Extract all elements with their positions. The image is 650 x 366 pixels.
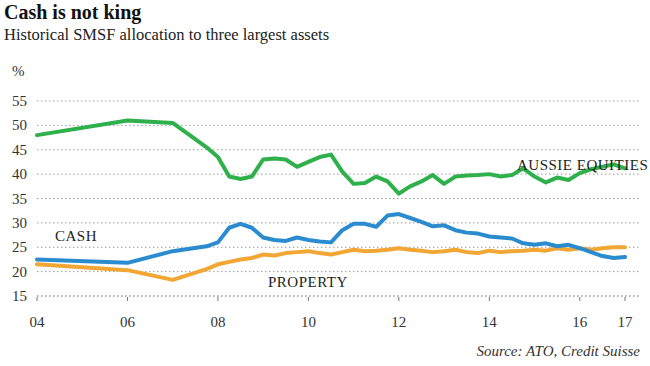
x-tick [127, 297, 128, 301]
series-label: AUSSIE EQUITIES [517, 157, 648, 173]
y-tick-label: 20 [12, 264, 27, 280]
grid-line [37, 222, 640, 223]
x-tick [489, 297, 490, 301]
x-tick-label: 17 [618, 314, 634, 330]
series-label: PROPERTY [268, 274, 348, 290]
y-tick-label: 45 [12, 142, 27, 158]
y-tick-label: 50 [12, 117, 27, 133]
source: Source: ATO, Credit Suisse [476, 343, 640, 359]
title: Cash is not king [4, 1, 141, 24]
x-tick [37, 297, 38, 301]
x-tick-label: 08 [210, 314, 225, 330]
y-tick-label: 55 [12, 93, 27, 109]
x-tick [625, 297, 626, 301]
grid-line [37, 247, 640, 248]
subtitle: Historical SMSF allocation to three larg… [4, 25, 329, 44]
chart: Cash is not kingHistorical SMSF allocati… [0, 0, 650, 366]
grid-line [37, 125, 640, 126]
grid-line [37, 198, 640, 199]
series-line [37, 214, 625, 263]
y-tick-label: 35 [12, 191, 27, 207]
y-axis-label: % [12, 63, 25, 79]
x-tick [308, 297, 309, 301]
x-tick-label: 10 [301, 314, 316, 330]
grid-line [37, 101, 640, 102]
y-tick-label: 15 [12, 288, 27, 304]
y-tick-label: 25 [12, 239, 27, 255]
y-tick-label: 30 [12, 215, 27, 231]
grid-line [37, 149, 640, 150]
x-tick [579, 297, 580, 301]
x-tick-label: 12 [391, 314, 406, 330]
x-axis-line [37, 296, 640, 297]
x-tick [398, 297, 399, 301]
grid-line [37, 174, 640, 175]
x-tick-label: 14 [482, 314, 498, 330]
series-label: CASH [55, 228, 97, 244]
grid-line [37, 296, 640, 297]
x-tick-label: 04 [30, 314, 46, 330]
y-tick-label: 40 [12, 166, 27, 182]
x-tick-label: 16 [572, 314, 588, 330]
x-tick-label: 06 [120, 314, 136, 330]
x-tick [217, 297, 218, 301]
plot-area [37, 121, 625, 280]
